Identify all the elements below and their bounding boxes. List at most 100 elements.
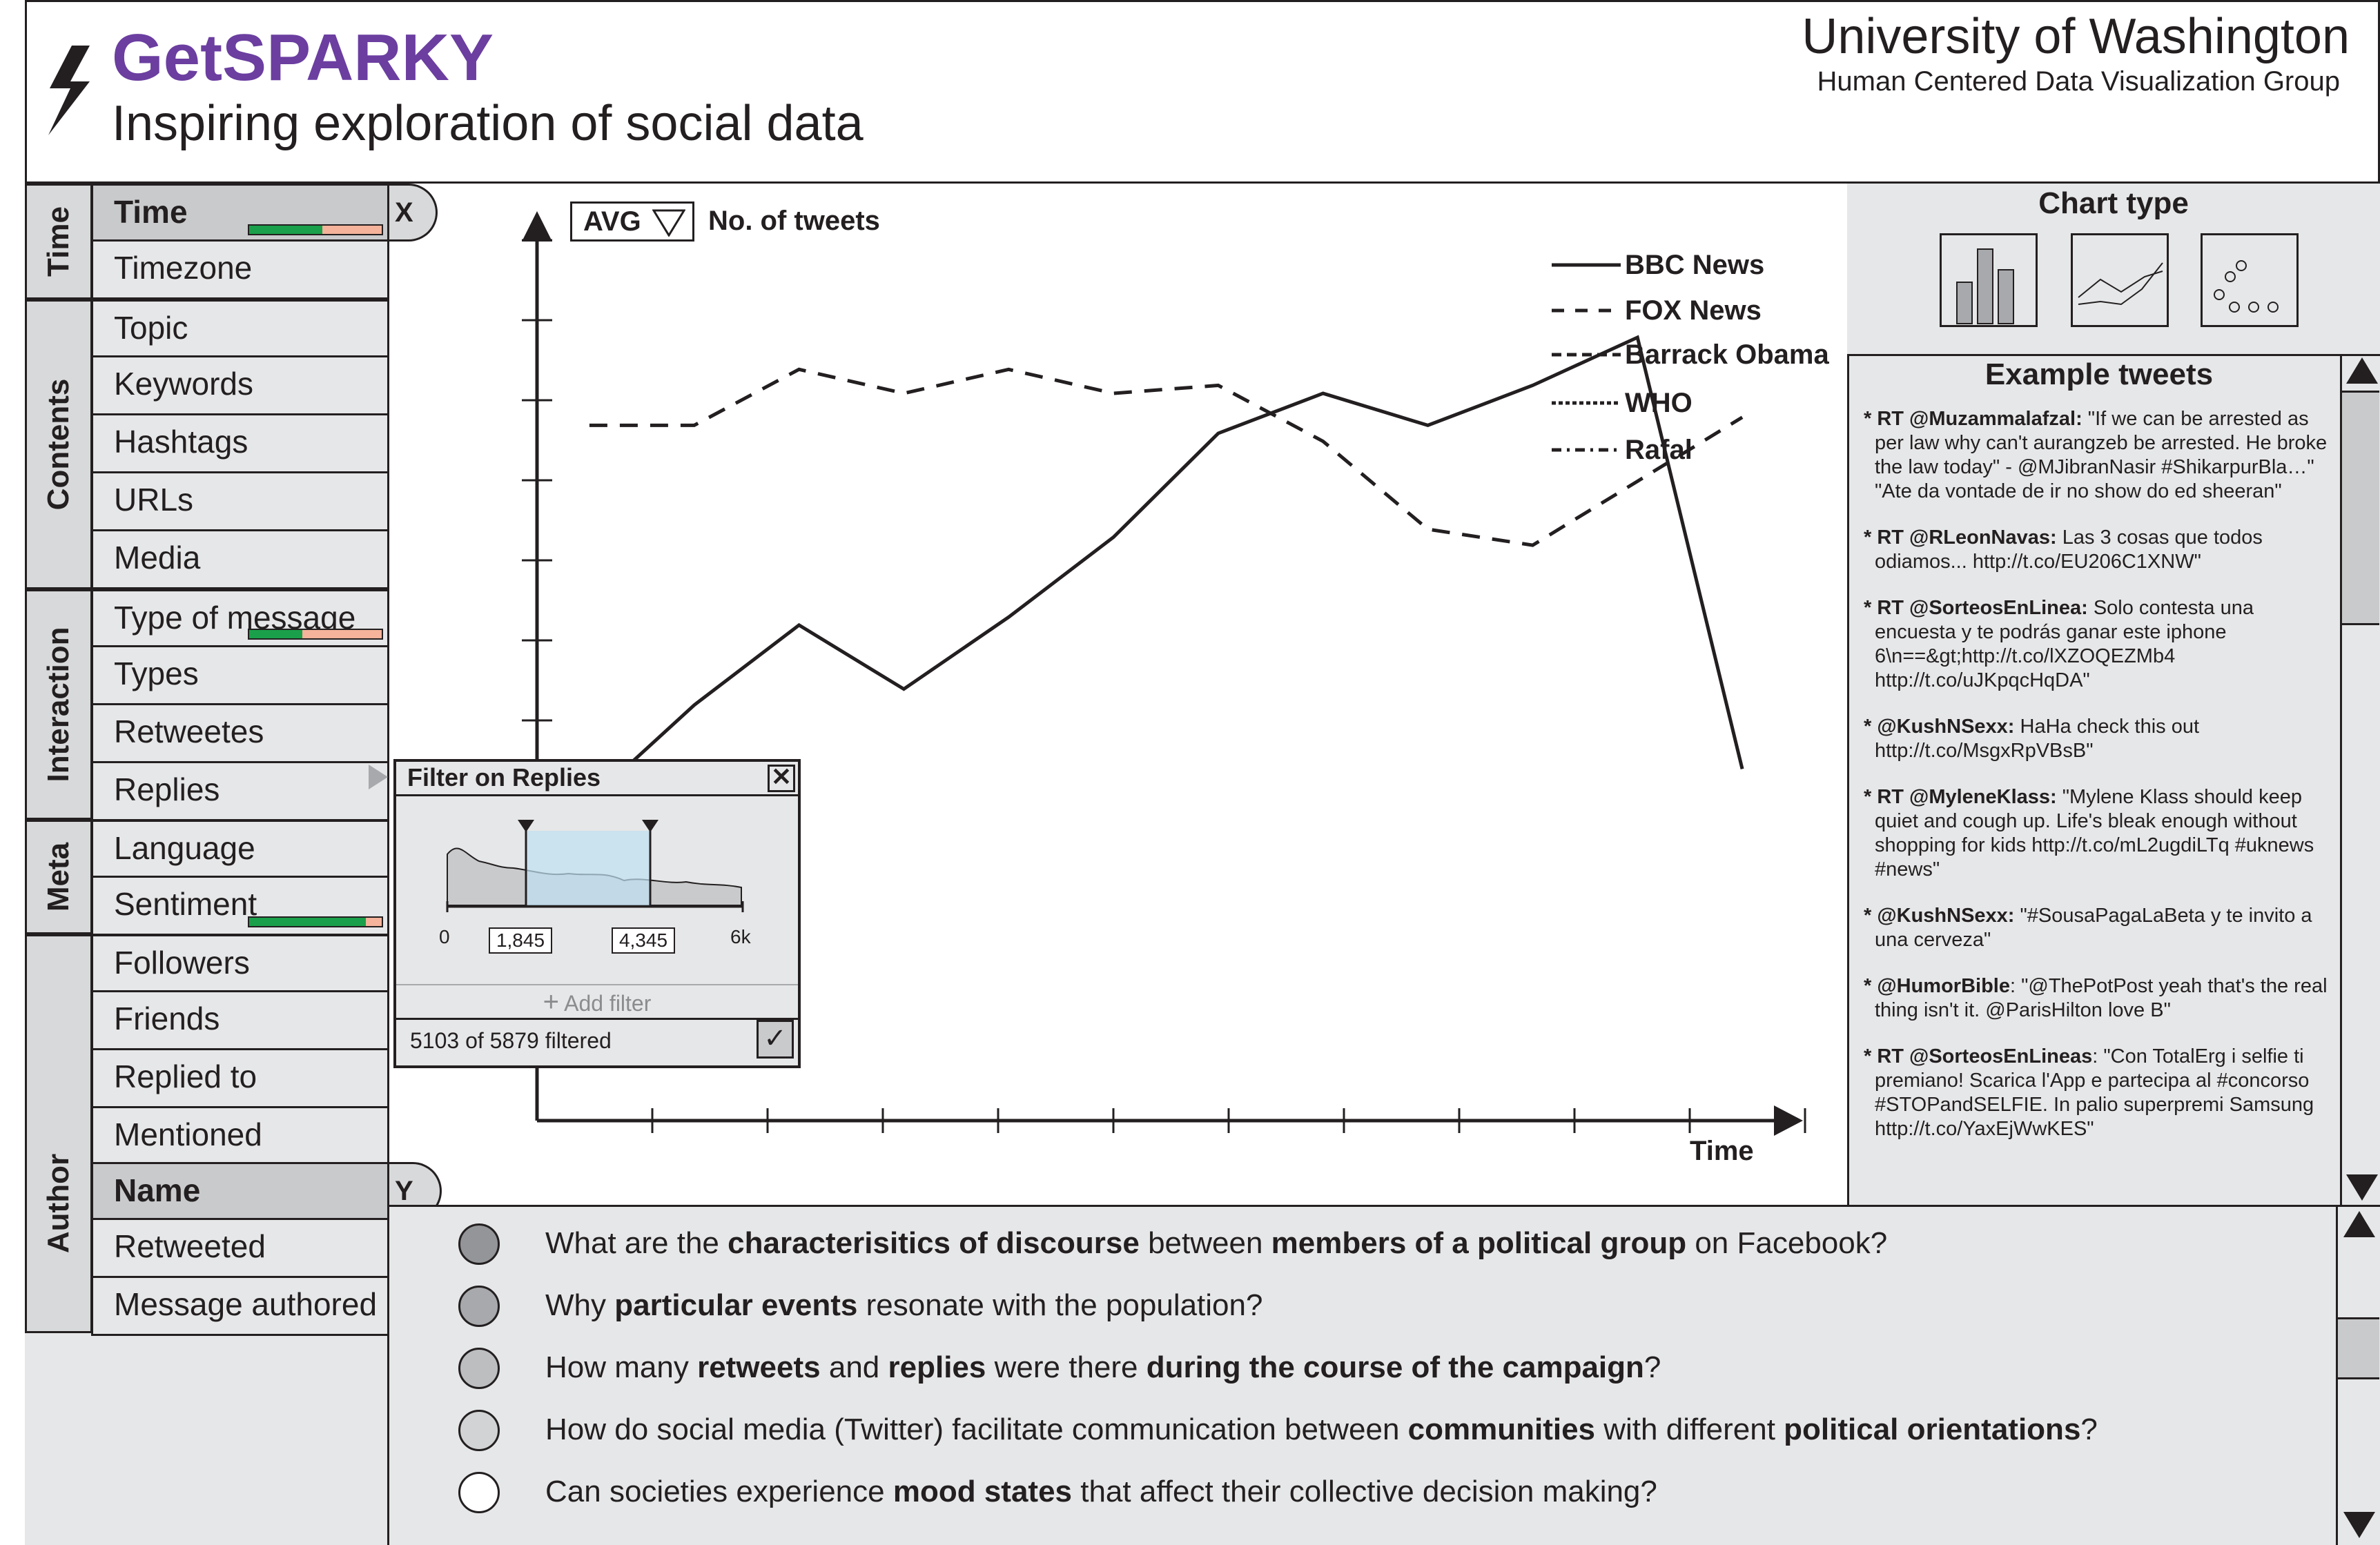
question-text[interactable]: How do social media (Twitter) facilitate… [545, 1413, 2098, 1447]
tweet-user[interactable]: * RT @RLeonNavas: [1864, 527, 2057, 549]
scroll-up-icon[interactable] [2342, 1210, 2377, 1240]
question-text[interactable]: How many retweets and replies were there… [545, 1350, 1661, 1385]
field-sentiment[interactable]: Sentiment ▼ [91, 878, 389, 947]
field-topic[interactable]: Topic [91, 299, 389, 357]
tweet-item[interactable]: * RT @RLeonNavas: Las 3 cosas que todos … [1864, 526, 2333, 574]
filter-popup: Filter on Replies ✕ 0 6k 1,845 4,345 + A… [393, 759, 801, 1068]
field-keywords[interactable]: Keywords [91, 357, 389, 415]
question-segment: political orientations [1784, 1413, 2081, 1446]
question-radio[interactable] [458, 1223, 500, 1265]
tweet-item[interactable]: * RT @SorteosEnLinea: Solo contesta una … [1864, 596, 2333, 693]
field-types[interactable]: Types [91, 647, 389, 705]
x-axis-label: Time [1690, 1136, 1754, 1166]
questions-scrollbar[interactable] [2336, 1205, 2380, 1545]
replies-histogram[interactable] [396, 799, 798, 923]
filter-bar [248, 224, 383, 235]
field-timezone[interactable]: Timezone [91, 242, 389, 299]
bar-chart-icon[interactable] [1940, 233, 2038, 327]
apply-check-button[interactable]: ✓ [757, 1020, 794, 1059]
group-name: Human Centered Data Visualization Group [1817, 66, 2340, 97]
category-time[interactable]: Time [25, 184, 92, 299]
close-icon[interactable]: ✕ [768, 765, 795, 792]
tweet-item[interactable]: * RT @MyleneKlass: "Mylene Klass should … [1864, 785, 2333, 882]
tweet-user[interactable]: * @KushNSexx: [1864, 905, 2015, 927]
category-interaction[interactable]: Interaction [25, 589, 92, 820]
field-mentioned[interactable]: Mentioned [91, 1108, 389, 1166]
tweet-item[interactable]: * @HumorBible: "@ThePotPost yeah that's … [1864, 974, 2333, 1023]
field-retweetes[interactable]: Retweetes [91, 705, 389, 763]
field-urls[interactable]: URLs [91, 473, 389, 531]
field-hashtags[interactable]: Hashtags [91, 415, 389, 473]
field-media[interactable]: Media [91, 531, 389, 589]
field-followers[interactable]: Followers [91, 934, 389, 992]
field-name[interactable]: Name [91, 1162, 389, 1220]
question-text[interactable]: What are the characterisitics of discour… [545, 1226, 1887, 1261]
scroll-thumb[interactable] [2338, 1317, 2379, 1379]
question-segment: with different [1595, 1413, 1784, 1446]
field-time[interactable]: Time ▼ [91, 184, 389, 255]
question-segment: What are the [545, 1226, 728, 1260]
chart-type-title: Chart type [2038, 186, 2189, 220]
tweet-user[interactable]: * RT @SorteosEnLineas [1864, 1045, 2093, 1067]
scroll-thumb[interactable] [2342, 391, 2379, 625]
tweet-text: "#SousaPagaLaBeta y te invito a una cerv… [1875, 905, 2312, 951]
tweet-text: "Mylene Klass should keep quiet and coug… [1875, 786, 2314, 880]
question-text[interactable]: Can societies experience mood states tha… [545, 1475, 1657, 1509]
scroll-down-icon[interactable] [2342, 1510, 2377, 1541]
example-tweets-title: Example tweets [1984, 357, 2214, 391]
question-segment: that affect their collective decision ma… [1072, 1475, 1657, 1508]
tweet-item[interactable]: * RT @Muzammalafzal: "If we can be arres… [1864, 407, 2333, 504]
range-low-input[interactable]: 1,845 [489, 927, 552, 954]
category-contents[interactable]: Contents [25, 299, 92, 589]
sidebar-empty-area [25, 1333, 389, 1545]
question-text[interactable]: Why particular events resonate with the … [545, 1288, 1262, 1323]
scroll-down-icon[interactable] [2345, 1173, 2379, 1203]
field-friends[interactable]: Friends [91, 992, 389, 1050]
tweet-user[interactable]: * RT @SorteosEnLinea: [1864, 597, 2088, 619]
question-segment: ? [2080, 1413, 2098, 1446]
scroll-up-icon[interactable] [2345, 356, 2379, 386]
question-segment: communities [1407, 1413, 1596, 1446]
question-radio[interactable] [458, 1410, 500, 1451]
legend-item: FOX News [1625, 295, 1762, 326]
tweets-scrollbar[interactable] [2340, 356, 2380, 1205]
scatter-chart-icon[interactable] [2201, 233, 2299, 327]
question-segment: characterisitics of discourse [728, 1226, 1140, 1260]
y-axis-label: No. of tweets [708, 206, 880, 236]
app-subtitle: Inspiring exploration of social data [112, 96, 864, 151]
x-axis-tag[interactable]: X [389, 184, 438, 242]
category-author[interactable]: Author [25, 934, 92, 1333]
range-high-input[interactable]: 4,345 [612, 927, 675, 954]
tweet-item[interactable]: * RT @SorteosEnLineas: "Con TotalErg i s… [1864, 1045, 2333, 1141]
tweet-user[interactable]: * RT @MyleneKlass: [1864, 786, 2057, 808]
tweet-item[interactable]: * @KushNSexx: HaHa check this out http:/… [1864, 715, 2333, 763]
add-filter-button[interactable]: + Add filter [396, 984, 798, 1020]
field-message-authored[interactable]: Message authored [91, 1278, 389, 1336]
tweet-text: Las 3 cosas que todos odiamos... http://… [1875, 527, 2263, 573]
tweet-list: * RT @Muzammalafzal: "If we can be arres… [1864, 407, 2333, 1163]
question-segment: How do social media (Twitter) facilitate… [545, 1413, 1408, 1446]
legend-item: BBC News [1625, 250, 1765, 280]
play-arrow-icon [369, 765, 388, 789]
category-meta[interactable]: Meta [25, 820, 92, 934]
tweet-item[interactable]: * @KushNSexx: "#SousaPagaLaBeta y te inv… [1864, 904, 2333, 952]
series-line-fox-news [589, 367, 1744, 547]
field-language[interactable]: Language [91, 820, 389, 878]
question-segment: ? [1643, 1350, 1661, 1384]
aggregate-dropdown[interactable]: AVG [570, 201, 694, 242]
questions-panel: What are the characterisitics of discour… [389, 1205, 2336, 1545]
question-radio[interactable] [458, 1348, 500, 1389]
tweet-user[interactable]: * @HumorBible [1864, 975, 2010, 997]
field-replies[interactable]: Replies [91, 763, 389, 821]
field-replied-to[interactable]: Replied to [91, 1050, 389, 1108]
line-chart-icon[interactable] [2071, 233, 2169, 327]
app-title: GetSPARKY [112, 21, 494, 95]
field-type-of-message[interactable]: Type of message ▼ [91, 589, 389, 659]
question-radio[interactable] [458, 1472, 500, 1513]
question-segment: resonate with the population? [857, 1288, 1263, 1322]
tweet-user[interactable]: * @KushNSexx: [1864, 716, 2015, 738]
axis-max-label: 6k [730, 926, 751, 947]
field-retweeted[interactable]: Retweeted [91, 1220, 389, 1278]
question-radio[interactable] [458, 1286, 500, 1327]
tweet-user[interactable]: * RT @Muzammalafzal: [1864, 408, 2082, 430]
